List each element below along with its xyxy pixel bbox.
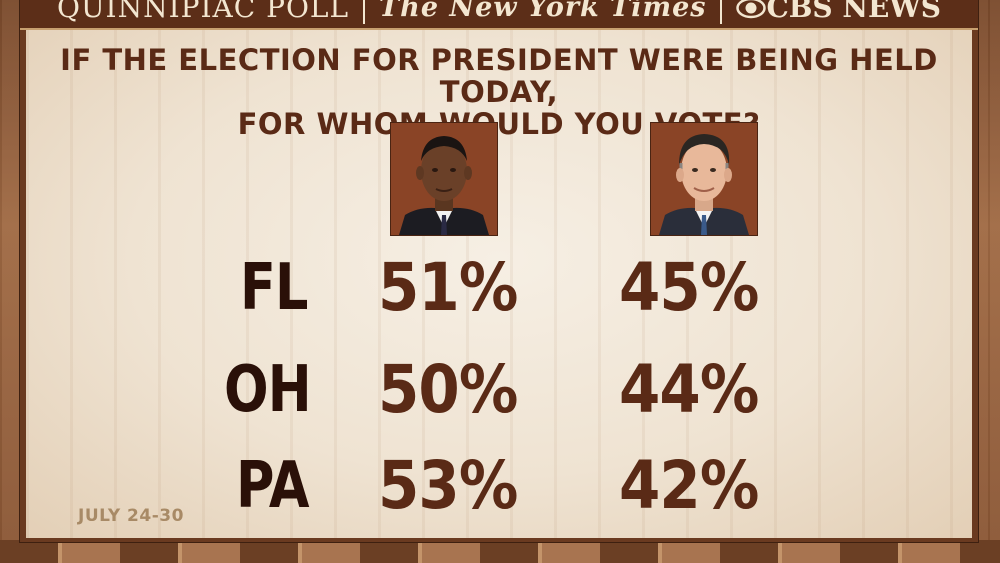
obama-portrait-icon [390,122,498,236]
poll-date-range: JULY 24-30 [78,506,184,526]
poll-board: QUINNIPIAC POLL The New York Times CBS N… [20,0,978,542]
romney-pct-pa: 42% [619,447,759,524]
state-label-fl: FL [240,251,308,325]
poll-question-line: IF THE ELECTION FOR PRESIDENT WERE BEING… [60,43,938,109]
pollster-logo: QUINNIPIAC POLL [56,0,350,24]
romney-pct-fl: 45% [619,249,759,326]
sponsor-header: QUINNIPIAC POLL The New York Times CBS N… [20,0,978,30]
state-label-oh: OH [224,353,312,427]
cbs-logo-text: CBS NEWS [766,0,941,24]
romney-portrait-icon [650,122,758,236]
state-label-pa: PA [236,449,309,523]
nyt-logo: The New York Times [379,0,707,23]
header-divider [720,0,723,24]
obama-pct-fl: 51% [378,249,518,326]
poll-question: IF THE ELECTION FOR PRESIDENT WERE BEING… [26,44,972,140]
header-divider [363,0,366,24]
poll-question-line: FOR WHOM WOULD YOU VOTE? [237,107,761,141]
obama-pct-oh: 50% [378,351,518,428]
stage-floor [0,540,1000,563]
results-panel: IF THE ELECTION FOR PRESIDENT WERE BEING… [26,30,972,538]
romney-pct-oh: 44% [619,351,759,428]
cbs-eye-icon [736,0,767,19]
cbs-logo: CBS NEWS [736,0,941,22]
obama-pct-pa: 53% [378,447,518,524]
